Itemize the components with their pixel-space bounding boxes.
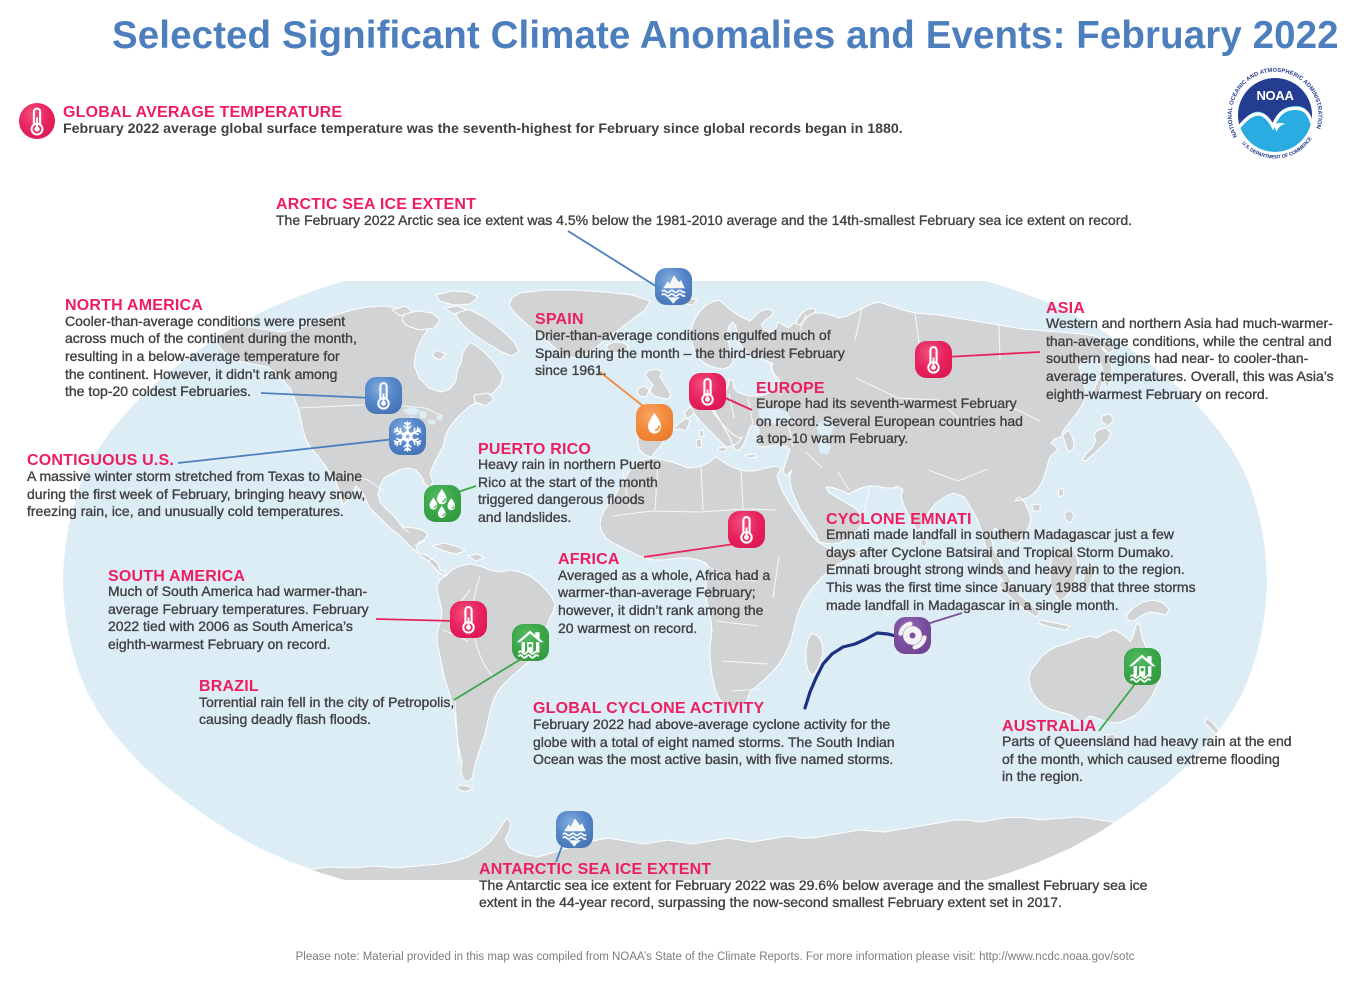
svg-text:NOAA: NOAA [1256,88,1294,103]
